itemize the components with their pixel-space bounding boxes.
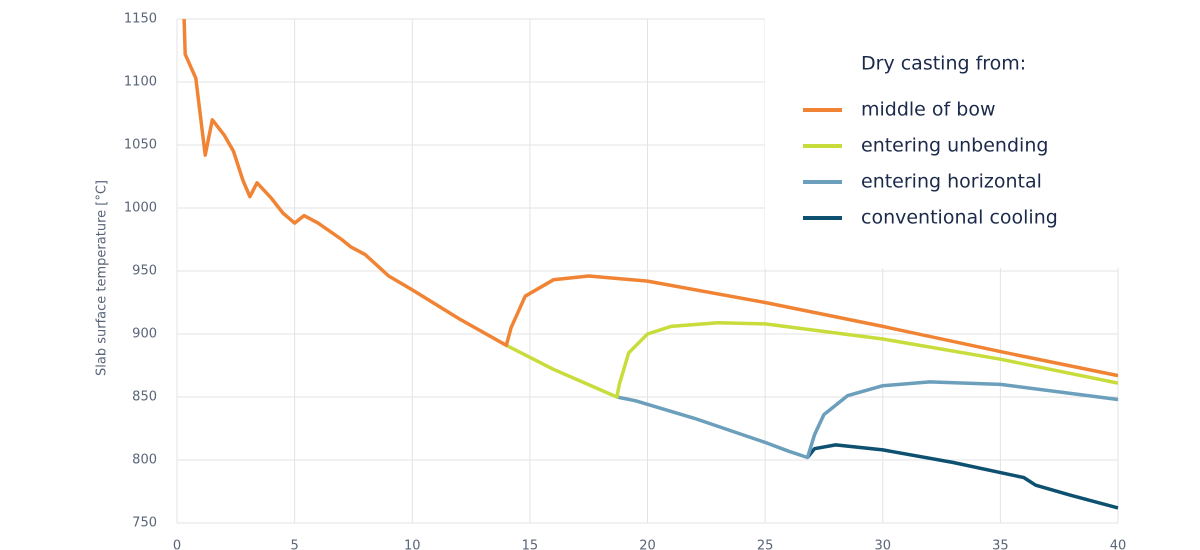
y-tick-label: 1000 (124, 201, 157, 216)
y-tick-label: 850 (132, 390, 157, 405)
legend-label: entering unbending (861, 135, 1048, 157)
legend-title: Dry casting from: (861, 53, 1026, 75)
legend-label: entering horizontal (861, 171, 1042, 193)
x-tick-label: 25 (757, 539, 774, 550)
legend-label: conventional cooling (861, 207, 1058, 229)
x-tick-label: 30 (874, 539, 891, 550)
y-tick-label: 800 (132, 453, 157, 468)
x-tick-label: 40 (1110, 539, 1127, 550)
x-tick-label: 0 (173, 539, 181, 550)
y-tick-label: 900 (132, 327, 157, 342)
x-tick-label: 35 (992, 539, 1009, 550)
x-tick-label: 10 (404, 539, 421, 550)
y-tick-label: 750 (132, 516, 157, 531)
line (505, 320, 1119, 399)
x-tick-label: 5 (290, 539, 298, 550)
y-tick-label: 950 (132, 264, 157, 279)
y-tick-label: 1050 (124, 138, 157, 153)
legend-box (765, 17, 1123, 268)
legend-label: middle of bow (861, 99, 996, 121)
y-tick-label: 1100 (124, 75, 157, 90)
line (616, 380, 1119, 460)
x-tick-label: 20 (639, 539, 656, 550)
line (806, 443, 1119, 510)
line (182, 18, 1119, 378)
x-tick-label: 15 (522, 539, 539, 550)
y-axis-label: Slab surface temperature [°C] (95, 180, 110, 376)
y-tick-label: 1150 (124, 12, 157, 27)
